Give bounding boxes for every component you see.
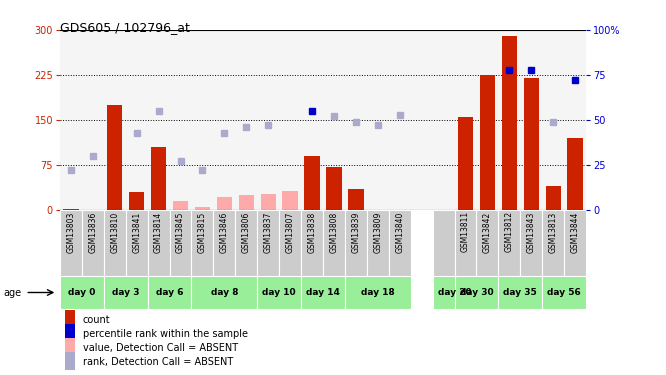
Bar: [567, 138, 583, 210]
Text: GDS605 / 102796_at: GDS605 / 102796_at: [60, 21, 190, 34]
Bar: [63, 209, 79, 210]
Bar: [260, 194, 276, 210]
Text: rank, Detection Call = ABSENT: rank, Detection Call = ABSENT: [83, 357, 233, 367]
Text: GSM13812: GSM13812: [505, 211, 514, 252]
Bar: [104, 276, 148, 309]
Text: GSM13813: GSM13813: [549, 211, 557, 253]
Bar: [501, 36, 517, 210]
Bar: [129, 192, 145, 210]
Bar: [82, 210, 104, 276]
Bar: [60, 276, 104, 309]
Text: GSM13837: GSM13837: [264, 211, 272, 253]
Bar: [520, 210, 542, 276]
Text: day 20: day 20: [438, 288, 472, 297]
Bar: [433, 276, 476, 309]
Bar: [216, 197, 232, 210]
Text: GSM13843: GSM13843: [527, 211, 535, 253]
Bar: [455, 210, 476, 276]
Bar: [148, 276, 192, 309]
Bar: [194, 207, 210, 210]
Bar: [345, 210, 367, 276]
Bar: [60, 210, 82, 276]
Bar: [326, 167, 342, 210]
Text: GSM13840: GSM13840: [395, 211, 404, 253]
Text: count: count: [83, 315, 110, 324]
Text: GSM13809: GSM13809: [374, 211, 382, 253]
Bar: [458, 117, 473, 210]
Text: day 14: day 14: [306, 288, 340, 297]
Text: day 6: day 6: [156, 288, 183, 297]
Text: day 10: day 10: [262, 288, 296, 297]
Bar: [170, 210, 192, 276]
Text: GSM13803: GSM13803: [67, 211, 75, 253]
Bar: [65, 324, 75, 342]
Bar: [257, 210, 279, 276]
Text: day 56: day 56: [547, 288, 581, 297]
Text: value, Detection Call = ABSENT: value, Detection Call = ABSENT: [83, 343, 238, 352]
Text: day 30: day 30: [460, 288, 494, 297]
Bar: [238, 195, 254, 210]
Text: GSM13844: GSM13844: [571, 211, 579, 253]
Bar: [367, 210, 389, 276]
Bar: [498, 276, 542, 309]
Bar: [455, 210, 476, 276]
Text: GSM13838: GSM13838: [308, 211, 316, 253]
Bar: [107, 105, 123, 210]
Bar: [148, 210, 170, 276]
Bar: [455, 276, 498, 309]
Bar: [433, 210, 455, 276]
Bar: [389, 210, 411, 276]
Bar: [235, 210, 257, 276]
Bar: [65, 310, 75, 328]
Text: GSM13814: GSM13814: [154, 211, 163, 253]
Bar: [151, 147, 166, 210]
Bar: [523, 78, 539, 210]
Text: GSM13839: GSM13839: [352, 211, 360, 253]
Text: GSM13845: GSM13845: [176, 211, 185, 253]
Bar: [348, 189, 364, 210]
Bar: [65, 352, 75, 370]
Bar: [173, 201, 188, 210]
Text: GSM13811: GSM13811: [461, 211, 470, 252]
Text: GSM13842: GSM13842: [483, 211, 492, 253]
Text: GSM13836: GSM13836: [89, 211, 97, 253]
Text: day 0: day 0: [68, 288, 95, 297]
Text: GSM13846: GSM13846: [220, 211, 229, 253]
Bar: [323, 210, 345, 276]
Bar: [542, 210, 564, 276]
Bar: [282, 191, 298, 210]
Text: day 3: day 3: [112, 288, 139, 297]
Bar: [498, 210, 520, 276]
Bar: [301, 210, 323, 276]
Bar: [542, 276, 586, 309]
Text: percentile rank within the sample: percentile rank within the sample: [83, 328, 248, 339]
Text: GSM13806: GSM13806: [242, 211, 251, 253]
Bar: [192, 210, 213, 276]
Bar: [257, 276, 301, 309]
Text: day 8: day 8: [210, 288, 238, 297]
Bar: [476, 210, 498, 276]
Bar: [126, 210, 148, 276]
Text: GSM13815: GSM13815: [198, 211, 207, 253]
Text: GSM13841: GSM13841: [132, 211, 141, 253]
Bar: [279, 210, 301, 276]
Bar: [213, 210, 235, 276]
Text: day 18: day 18: [361, 288, 395, 297]
Bar: [192, 276, 257, 309]
Bar: [301, 276, 345, 309]
Text: day 35: day 35: [503, 288, 537, 297]
Bar: [65, 338, 75, 356]
Bar: [480, 75, 495, 210]
Bar: [564, 210, 586, 276]
Text: age: age: [3, 288, 21, 297]
Bar: [545, 186, 561, 210]
Text: GSM13808: GSM13808: [330, 211, 338, 253]
Text: GSM13807: GSM13807: [286, 211, 294, 253]
Bar: [104, 210, 126, 276]
Text: GSM13810: GSM13810: [111, 211, 119, 253]
Bar: [304, 156, 320, 210]
Bar: [345, 276, 411, 309]
